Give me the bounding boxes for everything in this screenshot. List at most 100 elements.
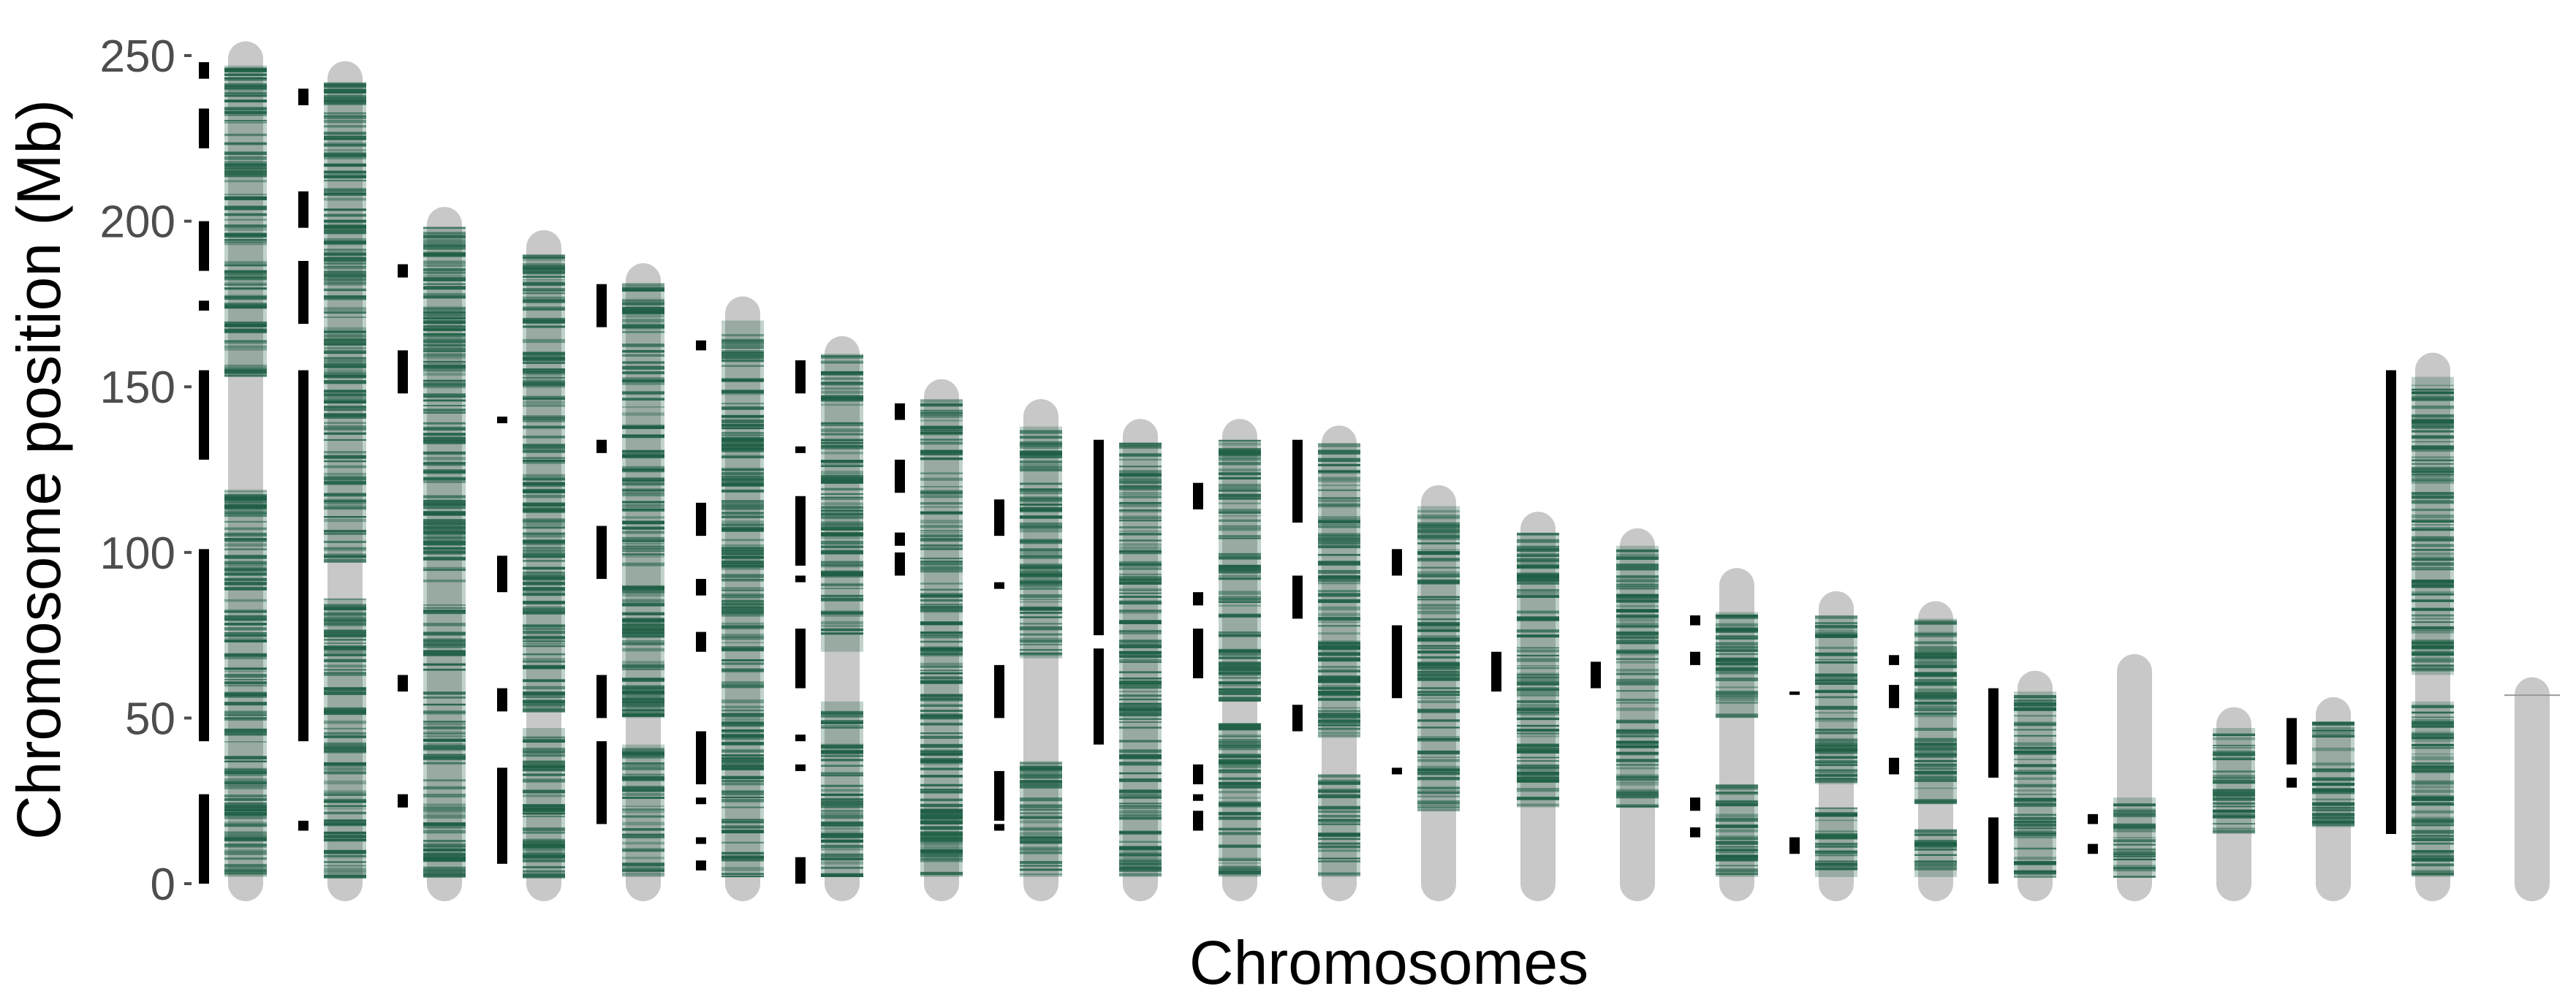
marker-line: [523, 640, 565, 642]
marker-line: [2213, 802, 2255, 805]
marker-line: [1716, 661, 1758, 664]
marker-line: [423, 731, 466, 733]
marker-line: [1020, 548, 1062, 551]
marker-line: [1517, 675, 1559, 679]
marker-line: [224, 115, 267, 116]
marker-line: [1318, 857, 1360, 860]
marker-line: [324, 623, 366, 626]
marker-line: [2014, 697, 2056, 699]
marker-line: [523, 354, 565, 357]
marker-line: [721, 796, 764, 799]
marker-line: [1616, 708, 1659, 711]
marker-line: [423, 429, 466, 431]
marker-line: [1219, 572, 1261, 574]
marker-line: [423, 245, 466, 249]
marker-line: [224, 77, 267, 81]
marker-line: [523, 494, 565, 498]
marker-line: [622, 466, 664, 471]
marker-line: [622, 666, 664, 670]
marker-line: [622, 793, 664, 796]
marker-line: [1914, 754, 1957, 758]
marker-line: [2412, 716, 2454, 718]
marker-line: [2412, 553, 2454, 555]
marker-line: [1616, 661, 1659, 664]
marker-line: [721, 709, 764, 712]
marker-line: [1716, 678, 1758, 681]
marker-line: [224, 261, 267, 265]
marker-line: [224, 342, 267, 344]
marker-line: [224, 632, 267, 634]
marker-line: [324, 175, 366, 179]
marker-line: [1716, 825, 1758, 829]
marker-line: [920, 709, 963, 713]
marker-line: [523, 257, 565, 262]
marker-line: [1119, 718, 1162, 720]
marker-line: [1318, 795, 1360, 798]
marker-segment: [1318, 443, 1360, 738]
marker-line: [920, 846, 963, 850]
region-bar: [596, 741, 607, 824]
marker-line: [721, 792, 764, 796]
marker-line: [920, 398, 963, 403]
marker-line: [224, 219, 267, 221]
marker-line: [1616, 639, 1659, 642]
marker-line: [224, 205, 267, 210]
marker-line: [1219, 631, 1261, 634]
region-bar: [1690, 827, 1700, 838]
marker-line: [1616, 702, 1659, 704]
marker-line: [2014, 822, 2056, 824]
marker-line: [324, 263, 366, 265]
marker-band: [1815, 615, 1857, 785]
marker-line: [1119, 694, 1162, 697]
marker-line: [1815, 728, 1857, 732]
marker-line: [721, 456, 764, 459]
marker-line: [2014, 764, 2056, 765]
marker-line: [324, 330, 366, 333]
marker-line: [2213, 750, 2255, 754]
chromosome-9: [994, 398, 1062, 901]
marker-line: [2014, 753, 2056, 756]
region-bar: [1988, 688, 1999, 778]
marker-line: [423, 437, 466, 441]
marker-line: [920, 775, 963, 778]
marker-line: [622, 862, 664, 866]
marker-line: [1914, 657, 1957, 661]
marker-line: [721, 365, 764, 367]
marker-line: [1119, 857, 1162, 861]
marker-line: [1119, 709, 1162, 711]
marker-line: [324, 455, 366, 459]
marker-line: [2412, 466, 2454, 470]
marker-line: [523, 577, 565, 581]
marker-line: [224, 198, 267, 200]
marker-line: [324, 674, 366, 676]
marker-line: [224, 77, 267, 80]
marker-line: [1219, 657, 1261, 659]
marker-line: [423, 650, 466, 653]
marker-segment: [2412, 376, 2454, 675]
marker-line: [1716, 854, 1758, 859]
marker-line: [1318, 479, 1360, 482]
marker-line: [1020, 653, 1062, 655]
marker-line: [324, 672, 366, 675]
marker-line: [2312, 734, 2355, 737]
marker-line: [1517, 743, 1559, 747]
marker-line: [1219, 599, 1261, 602]
marker-line: [324, 289, 366, 292]
marker-line: [1716, 661, 1758, 664]
marker-line: [1318, 732, 1360, 735]
marker-line: [1119, 671, 1162, 674]
marker-line: [1020, 463, 1062, 468]
marker-line: [1318, 872, 1360, 874]
marker-line: [2014, 746, 2056, 750]
marker-line: [2412, 824, 2454, 827]
marker-line: [1119, 755, 1162, 759]
marker-line: [423, 569, 466, 572]
marker-line: [2213, 751, 2255, 754]
marker-line: [1716, 702, 1758, 704]
marker-line: [1219, 444, 1261, 446]
chromosome-body: [228, 41, 263, 902]
marker-line: [1020, 570, 1062, 574]
marker-line: [1318, 625, 1360, 627]
marker-line: [1716, 713, 1758, 718]
marker-line: [920, 561, 963, 566]
